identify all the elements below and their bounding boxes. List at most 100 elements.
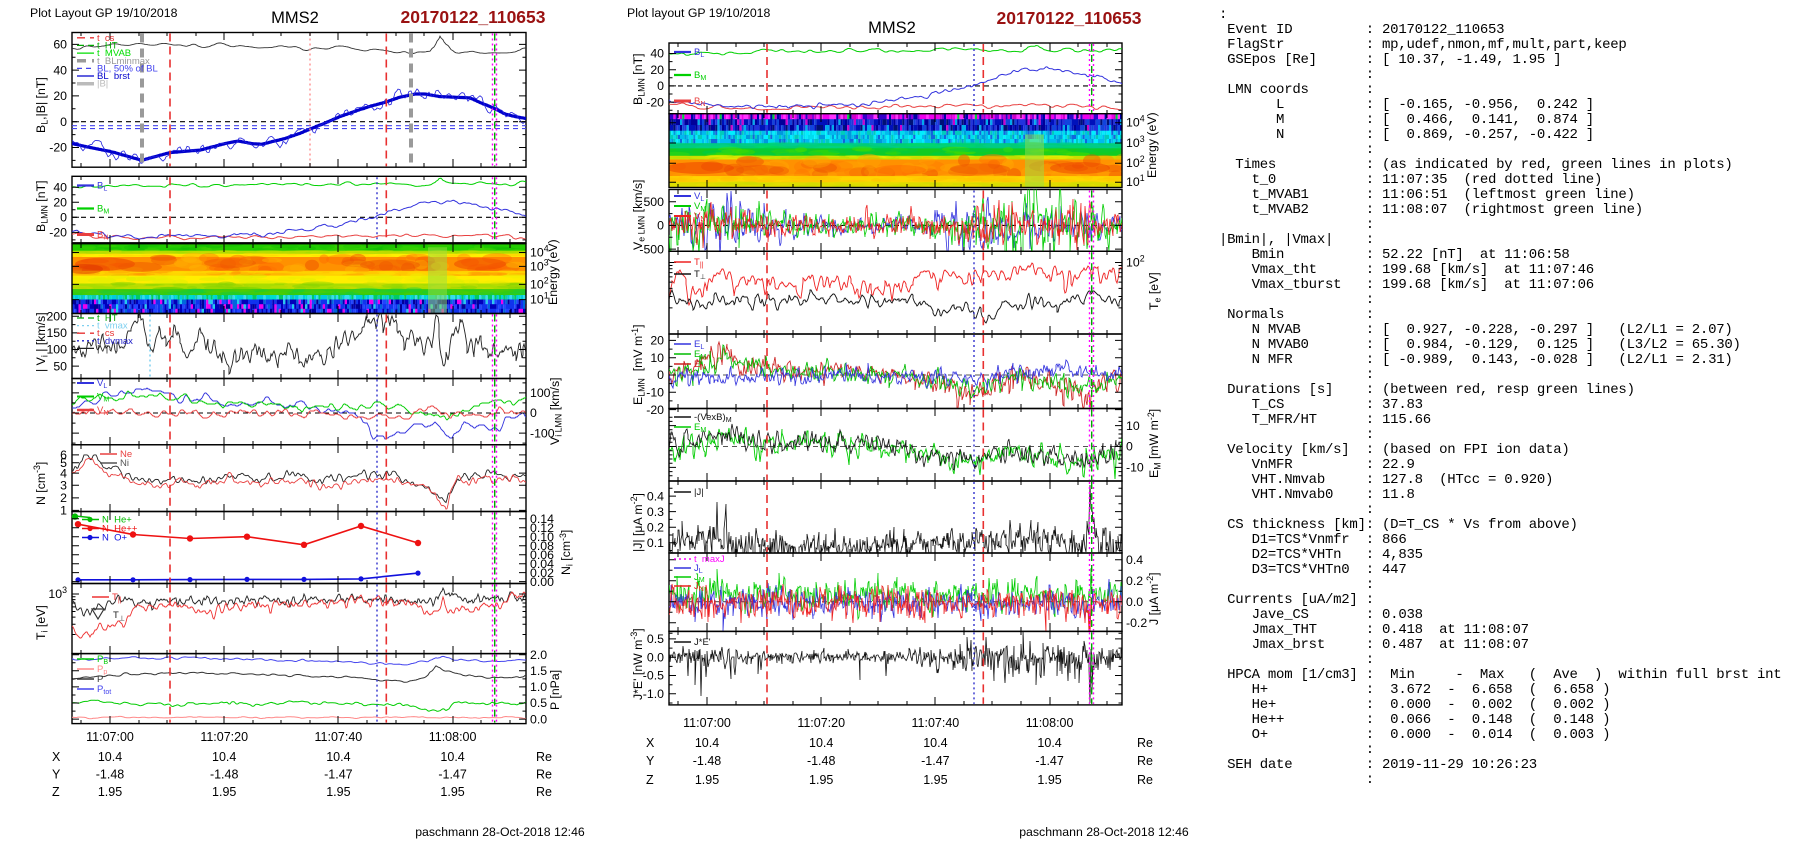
svg-text:t MVAB: t MVAB bbox=[97, 48, 131, 59]
svg-text:0.3: 0.3 bbox=[647, 505, 664, 519]
svg-text:Ptot: Ptot bbox=[97, 684, 111, 696]
svg-text:|J| [μA m-2]: |J| [μA m-2] bbox=[629, 493, 645, 552]
svg-text:500: 500 bbox=[643, 195, 664, 209]
svg-text:0: 0 bbox=[1126, 440, 1133, 454]
svg-text:0.4: 0.4 bbox=[1126, 553, 1143, 567]
svg-text:11:07:00: 11:07:00 bbox=[683, 716, 731, 730]
svg-text:EM [mW m-2]: EM [mW m-2] bbox=[1146, 409, 1163, 478]
svg-text:10: 10 bbox=[650, 351, 664, 365]
svg-text:0: 0 bbox=[60, 115, 67, 129]
svg-text:20: 20 bbox=[53, 195, 67, 209]
svg-text:104: 104 bbox=[1126, 114, 1145, 130]
svg-text:1.95: 1.95 bbox=[923, 773, 947, 787]
svg-text:0.1: 0.1 bbox=[647, 536, 664, 550]
svg-text:Re: Re bbox=[1137, 773, 1153, 787]
svg-text:Pp: Pp bbox=[97, 664, 107, 676]
svg-text:10.4: 10.4 bbox=[212, 750, 236, 764]
svg-text:N He+: N He+ bbox=[102, 515, 132, 526]
svg-text:5: 5 bbox=[60, 456, 67, 470]
svg-text:1.95: 1.95 bbox=[695, 773, 719, 787]
svg-text:VL: VL bbox=[97, 378, 107, 390]
svg-text:2: 2 bbox=[60, 491, 67, 505]
svg-text:20: 20 bbox=[53, 89, 67, 103]
svg-text:0.10: 0.10 bbox=[530, 530, 554, 544]
svg-text:103: 103 bbox=[1126, 134, 1145, 150]
svg-text:t vmax: t vmax bbox=[97, 321, 128, 332]
svg-text:0.08: 0.08 bbox=[530, 539, 554, 553]
svg-text:0: 0 bbox=[530, 406, 537, 420]
svg-text:0.00: 0.00 bbox=[530, 575, 554, 589]
svg-text:11:08:00: 11:08:00 bbox=[1026, 716, 1074, 730]
svg-text:-1.47: -1.47 bbox=[921, 754, 950, 768]
svg-text:102: 102 bbox=[1126, 154, 1145, 170]
svg-text:40: 40 bbox=[650, 47, 664, 61]
svg-text:2.0: 2.0 bbox=[530, 648, 547, 662]
svg-text:102: 102 bbox=[1126, 254, 1145, 270]
svg-text:0.02: 0.02 bbox=[530, 566, 554, 580]
svg-text:11:07:20: 11:07:20 bbox=[797, 716, 845, 730]
svg-text:|V|: |V| bbox=[97, 343, 108, 354]
svg-text:BL,|B| [nT]: BL,|B| [nT] bbox=[34, 77, 50, 133]
svg-text:20: 20 bbox=[650, 63, 664, 77]
svg-text:1: 1 bbox=[60, 504, 67, 518]
svg-text:20170122_110653: 20170122_110653 bbox=[996, 8, 1141, 28]
svg-text:-0.5: -0.5 bbox=[643, 669, 664, 683]
svg-text:0.0: 0.0 bbox=[530, 712, 547, 726]
svg-text:60: 60 bbox=[53, 38, 67, 52]
svg-text:VN: VN bbox=[694, 211, 705, 223]
svg-text:11:07:40: 11:07:40 bbox=[315, 730, 363, 744]
svg-text:-1.47: -1.47 bbox=[438, 768, 467, 782]
svg-text:0.04: 0.04 bbox=[530, 557, 554, 571]
svg-text:-1.47: -1.47 bbox=[1035, 754, 1064, 768]
svg-text:150: 150 bbox=[46, 326, 67, 340]
svg-text:t dvmax: t dvmax bbox=[97, 336, 133, 347]
svg-text:40: 40 bbox=[53, 180, 67, 194]
svg-text:N O+: N O+ bbox=[102, 533, 128, 544]
svg-text:10: 10 bbox=[1126, 419, 1140, 433]
svg-text:0: 0 bbox=[657, 368, 664, 382]
svg-text:P [nPa]: P [nPa] bbox=[548, 670, 562, 710]
svg-text:Re: Re bbox=[1137, 736, 1153, 750]
svg-text:-0.2: -0.2 bbox=[1126, 616, 1147, 630]
svg-text:1.95: 1.95 bbox=[98, 785, 122, 799]
svg-text:T⊥: T⊥ bbox=[113, 610, 125, 623]
svg-text:0.12: 0.12 bbox=[530, 521, 554, 535]
svg-text:Z: Z bbox=[52, 785, 60, 799]
svg-text:-20: -20 bbox=[646, 95, 664, 109]
svg-text:BL: BL bbox=[694, 47, 704, 59]
svg-text:50: 50 bbox=[53, 359, 67, 373]
svg-text:Re: Re bbox=[1137, 754, 1153, 768]
svg-text:20: 20 bbox=[650, 334, 664, 348]
svg-text:VM: VM bbox=[97, 392, 109, 404]
svg-text:0.2: 0.2 bbox=[1126, 574, 1143, 588]
svg-text:BL brst: BL brst bbox=[97, 71, 130, 82]
svg-text:ELMN [mV m-1]: ELMN [mV m-1] bbox=[630, 325, 647, 406]
svg-text:10.4: 10.4 bbox=[923, 736, 947, 750]
svg-text:Z: Z bbox=[646, 773, 654, 787]
svg-text:Ti [eV]: Ti [eV] bbox=[34, 605, 50, 640]
svg-text:-1.48: -1.48 bbox=[210, 768, 239, 782]
svg-text:0.5: 0.5 bbox=[530, 696, 547, 710]
svg-text:6: 6 bbox=[60, 448, 67, 462]
svg-text:BN: BN bbox=[694, 96, 705, 108]
svg-text:1.5: 1.5 bbox=[530, 664, 547, 678]
svg-text:|J|: |J| bbox=[694, 487, 704, 498]
svg-text:1.95: 1.95 bbox=[809, 773, 833, 787]
svg-text:-1.0: -1.0 bbox=[643, 687, 664, 701]
svg-text:t cs: t cs bbox=[97, 328, 115, 339]
svg-text:X: X bbox=[52, 750, 61, 764]
svg-text:Ni [cm-3]: Ni [cm-3] bbox=[558, 530, 575, 575]
svg-text:Plot layout GP 19/10/2018: Plot layout GP 19/10/2018 bbox=[627, 6, 771, 20]
svg-text:1.0: 1.0 bbox=[530, 680, 547, 694]
svg-text:Energy (eV): Energy (eV) bbox=[1145, 112, 1159, 178]
svg-text:3: 3 bbox=[60, 479, 67, 493]
svg-text:1.95: 1.95 bbox=[440, 785, 464, 799]
svg-text:0: 0 bbox=[60, 211, 67, 225]
svg-text:BLMN [nT]: BLMN [nT] bbox=[34, 181, 50, 233]
svg-text:JN: JN bbox=[694, 581, 704, 593]
svg-text:-1.48: -1.48 bbox=[807, 754, 836, 768]
svg-text:100: 100 bbox=[530, 386, 551, 400]
svg-text:J*E': J*E' bbox=[694, 637, 711, 648]
svg-text:t HT: t HT bbox=[97, 40, 118, 51]
svg-text:Ne: Ne bbox=[120, 449, 132, 460]
